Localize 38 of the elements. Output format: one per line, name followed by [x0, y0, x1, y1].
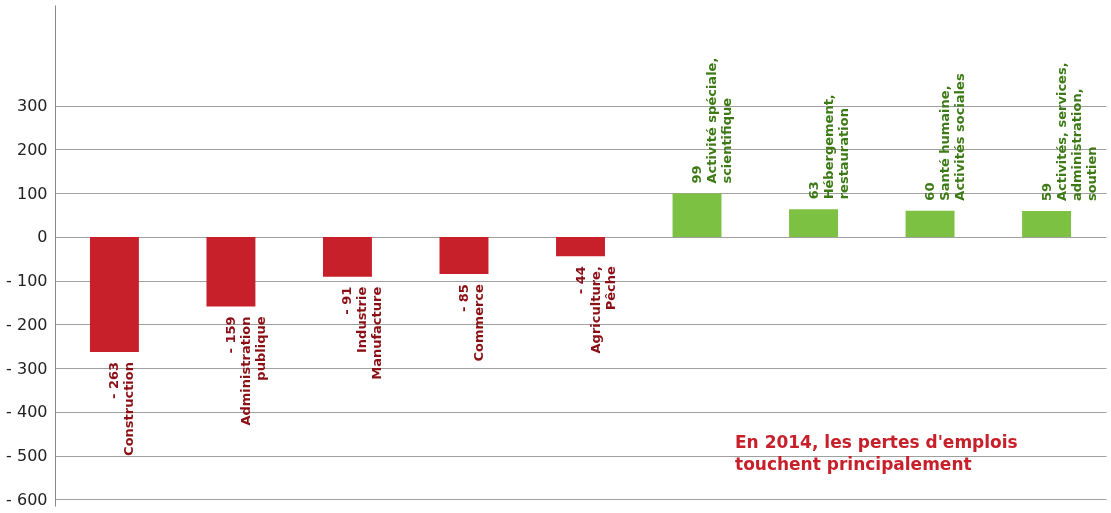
y-tick-label: 200 — [16, 139, 48, 159]
data-label: - 159 — [222, 316, 238, 354]
bar — [322, 236, 372, 277]
bar — [439, 236, 489, 275]
x-tick-label: Industrie Manufacture — [354, 286, 385, 380]
bar — [1022, 211, 1072, 237]
y-tick-label: 0 — [37, 227, 48, 247]
x-tick-label: Agriculture, Pêche — [587, 265, 618, 354]
bar — [905, 210, 955, 237]
y-tick-label: 100 — [16, 183, 48, 203]
data-label: - 263 — [106, 361, 122, 400]
data-label: 59 — [1038, 182, 1054, 202]
x-tick-label: Activité spéciale, scientifique — [704, 57, 735, 184]
y-tick-label: - 300 — [6, 358, 48, 378]
y-tick-label: - 200 — [6, 314, 48, 334]
bar — [89, 236, 139, 352]
y-tick-label: - 500 — [6, 446, 48, 466]
x-tick-label: Commerce — [470, 283, 486, 362]
data-label: - 85 — [455, 284, 471, 313]
data-label: - 91 — [339, 286, 355, 315]
y-tick-label: 300 — [16, 96, 48, 116]
bar — [672, 193, 722, 237]
x-tick-label: Administration publique — [237, 316, 268, 426]
y-tick-label: - 400 — [6, 402, 48, 422]
x-tick-label: Activités, services, administration, soutien — [1053, 62, 1099, 202]
x-tick-label: Hébergement, restauration — [820, 94, 851, 200]
data-label: 63 — [805, 181, 821, 200]
data-label: 60 — [922, 182, 938, 201]
annotation: En 2014, les pertes d'emplois touchent principalement — [735, 432, 1018, 474]
bar — [206, 236, 256, 307]
bar — [789, 209, 839, 237]
x-tick-label: Construction — [121, 361, 137, 456]
y-tick-label: - 600 — [6, 489, 48, 509]
bar — [556, 236, 605, 257]
x-tick-label: Santé humaine, Activités sociales — [937, 73, 968, 201]
data-label: - 44 — [572, 266, 588, 295]
data-label: 99 — [689, 165, 705, 184]
y-tick-label: - 100 — [6, 271, 48, 291]
